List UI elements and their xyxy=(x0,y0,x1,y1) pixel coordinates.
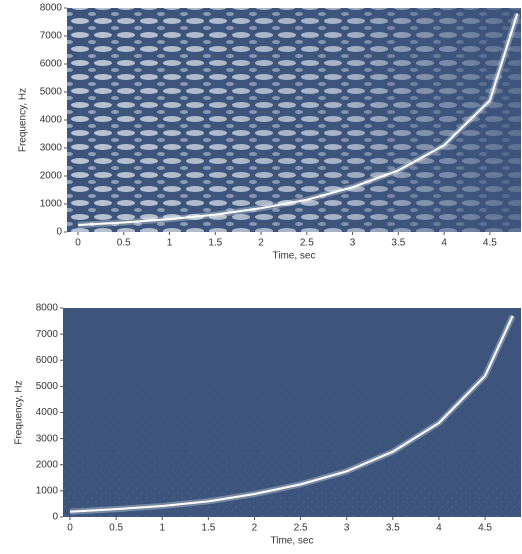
x-tick-label: 1 xyxy=(167,238,173,249)
x-tick-label: 4 xyxy=(436,523,442,534)
y-tick-label: 7000 xyxy=(36,329,59,340)
x-tick-label: 4 xyxy=(441,238,447,249)
y-axis-label: Frequency, Hz xyxy=(14,380,25,444)
y-tick-label: 3000 xyxy=(36,433,59,444)
y-tick-label: 8000 xyxy=(36,303,59,314)
x-tick-label: 0 xyxy=(67,523,73,534)
x-tick-label: 1.5 xyxy=(201,523,215,534)
x-tick-label: 2.5 xyxy=(300,238,314,249)
x-axis-label: Time, sec xyxy=(271,536,314,547)
x-tick-label: 1.5 xyxy=(208,238,222,249)
spectrogram-panel: 0 0.5 1 1.5 2 2.5 3 3.5 4 4.5 0 1000 2000 3000 4000 500… xyxy=(18,3,521,262)
y-tick-label: 3000 xyxy=(40,143,63,154)
y-tick-label: 6000 xyxy=(36,355,59,366)
y-tick-label: 1000 xyxy=(36,486,59,497)
x-tick-label: 3.5 xyxy=(391,238,405,249)
sweep-line xyxy=(69,315,514,513)
y-tick-label: 4000 xyxy=(36,407,59,418)
spectral-shade xyxy=(67,8,521,232)
y-tick-label: 8000 xyxy=(40,3,63,14)
x-tick-label: 2 xyxy=(258,238,264,249)
x-tick-label: 4.5 xyxy=(483,238,497,249)
x-tick-label: 3 xyxy=(344,523,350,534)
x-tick-label: 2 xyxy=(252,523,258,534)
sweep-line xyxy=(77,13,519,226)
x-tick-label: 2.5 xyxy=(294,523,308,534)
spectrogram-panel: 0 0.5 1 1.5 2 2.5 3 3.5 4 4.5 0 1000 2000 3000 4000 500… xyxy=(14,303,521,547)
x-tick-label: 1 xyxy=(159,523,165,534)
y-axis-label: Frequency, Hz xyxy=(18,88,29,152)
y-tick-label: 7000 xyxy=(40,31,63,42)
y-tick-label: 0 xyxy=(52,512,58,523)
spectral-shade xyxy=(63,308,521,517)
x-tick-label: 4.5 xyxy=(478,523,492,534)
y-tick-label: 2000 xyxy=(36,459,59,470)
x-tick-label: 0 xyxy=(75,238,81,249)
y-tick-label: 2000 xyxy=(40,171,63,182)
x-tick-label: 0.5 xyxy=(109,523,123,534)
y-tick-label: 6000 xyxy=(40,59,63,70)
x-axis-label: Time, sec xyxy=(273,251,316,262)
y-tick-label: 0 xyxy=(56,227,62,238)
y-tick-label: 5000 xyxy=(40,87,63,98)
x-tick-label: 3 xyxy=(350,238,356,249)
y-tick-label: 5000 xyxy=(36,381,59,392)
y-tick-label: 4000 xyxy=(40,115,63,126)
x-tick-label: 0.5 xyxy=(117,238,131,249)
x-tick-label: 3.5 xyxy=(386,523,400,534)
y-tick-label: 1000 xyxy=(40,199,63,210)
